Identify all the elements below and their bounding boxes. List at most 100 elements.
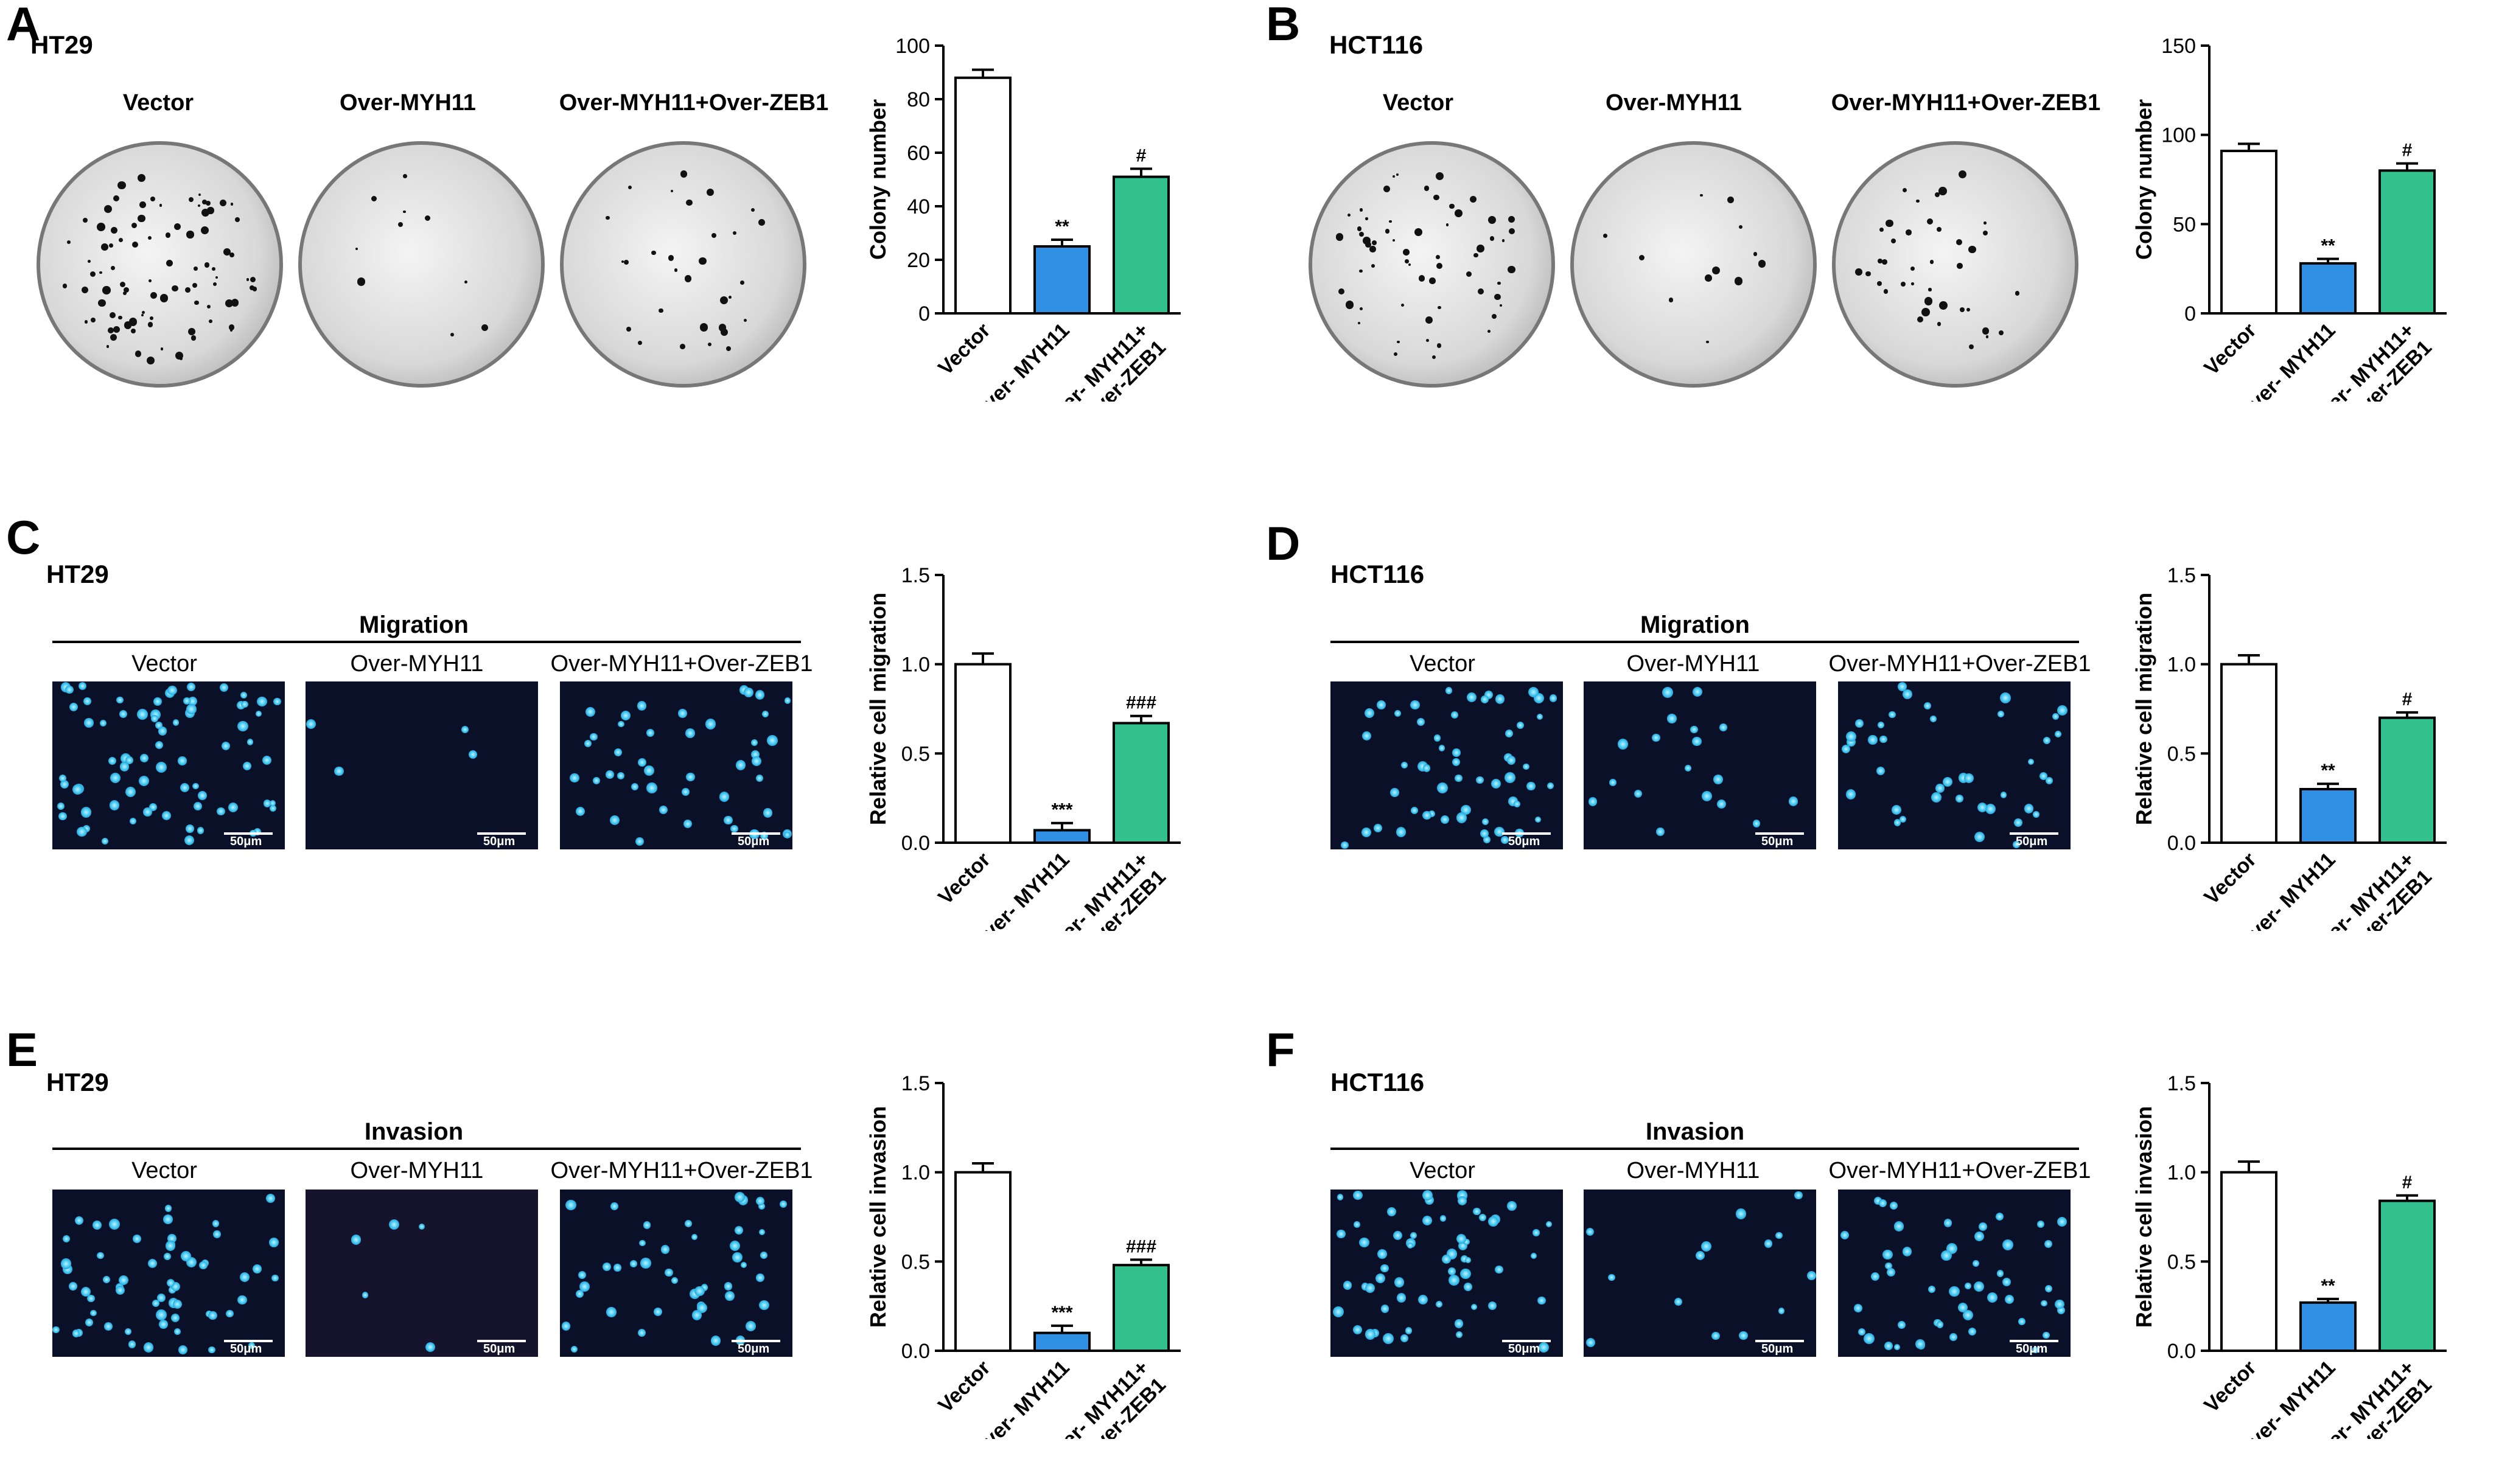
colony-dot — [165, 232, 171, 238]
fluorescence-image: 50μm — [560, 1190, 792, 1357]
cell-nucleus — [1365, 1283, 1375, 1294]
cell-nucleus — [1449, 1275, 1460, 1286]
colony-dot — [1902, 187, 1907, 193]
cell-nucleus — [570, 773, 579, 783]
panel-letter: C — [6, 510, 41, 564]
colony-dish-image — [1309, 141, 1555, 388]
colony-dot — [1938, 187, 1947, 195]
panel-letter: D — [1266, 517, 1301, 570]
cell-nucleus — [1711, 1331, 1720, 1340]
cell-nucleus — [139, 754, 149, 762]
cell-nucleus — [584, 740, 592, 748]
cell-nucleus — [1436, 782, 1448, 794]
cell-nucleus — [1977, 803, 1988, 813]
chart-e: 0.0 0.5 1.0 1.5 Relative cell invasion Vector… — [865, 1072, 1181, 1439]
cell-nucleus — [1407, 1242, 1413, 1249]
group-label-over-myh11-zeb1: Over-MYH11+Over-ZEB1 — [559, 90, 829, 116]
significance-mark: *** — [1051, 1303, 1072, 1323]
cell-nucleus — [1974, 832, 1985, 843]
cell-nucleus — [1410, 700, 1420, 710]
cell-nucleus — [1634, 789, 1643, 798]
colony-dot — [1900, 281, 1906, 287]
scale-bar-label: 50μm — [1761, 1342, 1794, 1356]
cell-nucleus — [128, 1340, 136, 1348]
cell-nucleus — [1898, 681, 1907, 691]
colony-dot — [1937, 227, 1942, 232]
cell-nucleus — [1422, 1216, 1433, 1226]
significance-mark: # — [2402, 689, 2413, 709]
cell-nucleus — [646, 729, 654, 737]
cell-nucleus — [1700, 1241, 1712, 1252]
cell-nucleus — [217, 807, 225, 816]
cell-nucleus — [660, 1245, 670, 1254]
cell-nucleus — [2052, 712, 2059, 720]
colony-dot — [1983, 221, 1987, 225]
cell-nucleus — [735, 1226, 743, 1235]
group-label-over-myh11-zeb1: Over-MYH11+Over-ZEB1 — [1831, 90, 2101, 116]
colony-dot — [1335, 233, 1343, 241]
colony-dot — [1959, 307, 1965, 312]
cell-nucleus — [1585, 1227, 1594, 1236]
cell-nucleus — [60, 779, 69, 789]
cell-nucleus — [1460, 1255, 1468, 1263]
cell-nucleus — [613, 748, 623, 757]
significance-mark: # — [1136, 145, 1147, 165]
colony-dot — [111, 266, 116, 271]
cell-nucleus — [1341, 841, 1349, 849]
cell-nucleus — [1899, 815, 1907, 823]
cell-nucleus — [1876, 766, 1886, 776]
colony-dot — [1911, 282, 1914, 285]
bar — [2220, 150, 2277, 315]
header-rule — [52, 641, 801, 643]
cell-nucleus — [192, 782, 199, 790]
cell-nucleus — [1695, 1251, 1705, 1261]
cell-nucleus — [691, 1310, 702, 1320]
cell-nucleus — [1455, 1331, 1463, 1338]
cell-nucleus — [246, 739, 254, 745]
cell-nucleus — [188, 697, 198, 706]
colony-dot — [141, 311, 145, 315]
cell-nucleus — [104, 1322, 113, 1331]
colony-dot — [1855, 268, 1862, 276]
cell-nucleus — [212, 1220, 220, 1227]
cell-nucleus — [1361, 827, 1371, 837]
cell-nucleus — [75, 1216, 84, 1225]
colony-dot — [355, 247, 358, 251]
colony-dot — [1668, 298, 1674, 302]
cell-nucleus — [640, 1258, 651, 1269]
cell-nucleus — [1361, 731, 1371, 741]
scale-bar — [1755, 832, 1804, 835]
cell-nucleus — [1585, 1337, 1595, 1347]
group-label-over-myh11-zeb1: Over-MYH11+Over-ZEB1 — [550, 651, 813, 677]
colony-dot — [1890, 238, 1896, 244]
cell-nucleus — [760, 1252, 768, 1259]
colony-dot — [147, 322, 153, 327]
y-tick-label: 1.0 — [2167, 653, 2196, 677]
cell-nucleus — [2000, 692, 2011, 703]
bar — [1113, 722, 1170, 845]
cell-line-label: HT29 — [46, 560, 109, 588]
colony-dot — [679, 343, 685, 349]
colony-dish-image — [298, 141, 545, 388]
scale-bar — [477, 1340, 526, 1342]
cell-nucleus — [262, 756, 271, 765]
y-tick-label: 100 — [2161, 124, 2196, 147]
cell-nucleus — [1377, 700, 1386, 709]
cell-nucleus — [1481, 695, 1489, 704]
cell-nucleus — [2037, 1221, 2045, 1228]
cell-nucleus — [83, 825, 91, 833]
cell-nucleus — [1956, 795, 1963, 803]
cell-nucleus — [1979, 1222, 1988, 1231]
colony-dot — [1494, 293, 1501, 301]
scale-bar — [732, 832, 780, 835]
cell-nucleus — [1915, 1339, 1925, 1350]
colony-dot — [81, 286, 88, 294]
cell-nucleus — [763, 808, 773, 818]
group-label-vector: Vector — [1410, 651, 1475, 677]
colony-dot — [1359, 232, 1365, 237]
colony-dot — [481, 324, 489, 332]
cell-nucleus — [208, 1346, 216, 1354]
cell-nucleus — [1987, 1292, 1998, 1303]
cell-nucleus — [1903, 1247, 1912, 1256]
cell-nucleus — [571, 1346, 578, 1353]
